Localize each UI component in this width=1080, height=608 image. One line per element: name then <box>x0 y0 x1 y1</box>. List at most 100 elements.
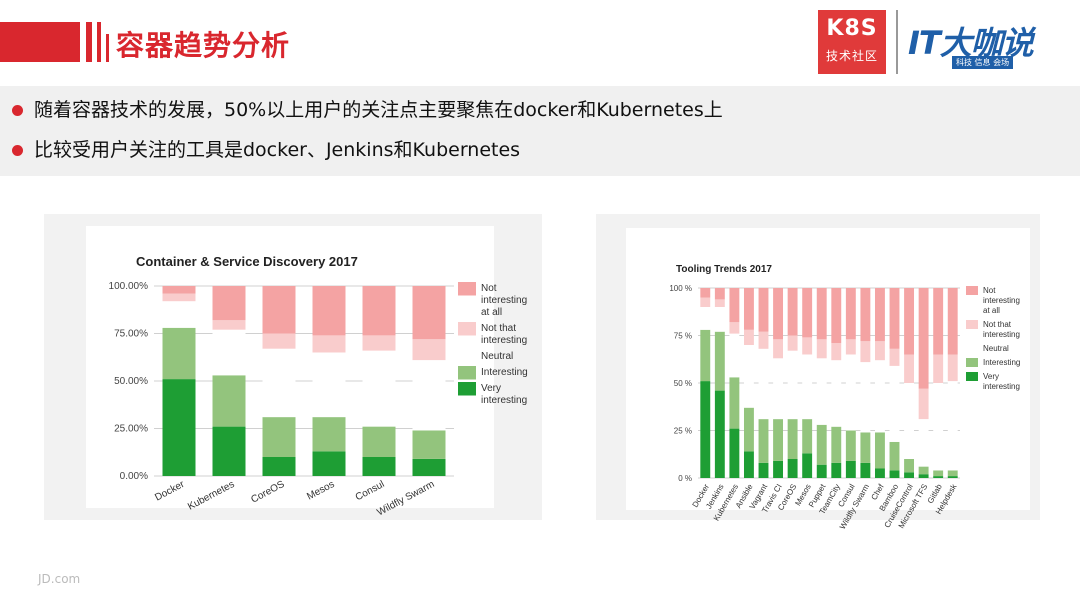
legend-swatch <box>966 286 978 295</box>
bar-segment <box>904 383 915 459</box>
bar-segment <box>889 365 900 442</box>
bar-segment <box>700 297 711 307</box>
bar-segment <box>773 339 784 359</box>
y-tick-label: 50 % <box>674 379 692 388</box>
bar-segment <box>918 419 929 467</box>
bar-segment <box>412 458 446 476</box>
bar-segment <box>874 341 885 361</box>
bar-segment <box>729 288 740 323</box>
chart-title: Tooling Trends 2017 <box>676 264 772 275</box>
legend-label: Interesting <box>983 358 1020 367</box>
y-tick-label: 100.00% <box>109 281 149 292</box>
bar-segment <box>860 362 871 433</box>
legend-label: Very interesting <box>983 372 1020 391</box>
bar-segment <box>412 286 446 340</box>
header-bar-strip <box>86 22 109 62</box>
bar-segment <box>860 462 871 478</box>
bar-segment <box>773 419 784 461</box>
legend-swatch <box>966 320 978 329</box>
bar-segment <box>860 288 871 342</box>
bar-segment <box>918 288 929 389</box>
bar-segment <box>933 476 944 478</box>
x-tick-label: Docker <box>153 479 187 504</box>
bar-segment <box>933 383 944 471</box>
legend-swatch <box>458 282 476 296</box>
bar-segment <box>162 327 196 380</box>
bar-segment <box>700 307 711 330</box>
header-red-bar <box>0 22 80 62</box>
legend-label: Not that interesting <box>983 320 1020 339</box>
bar-segment <box>212 329 246 376</box>
bar-segment <box>312 451 346 476</box>
bar-segment <box>845 430 856 461</box>
bar-segment <box>845 354 856 431</box>
legend-label: Not that interesting <box>481 323 527 346</box>
bar-segment <box>831 426 842 463</box>
bar-segment <box>816 339 827 359</box>
bar-segment <box>773 288 784 340</box>
k8s-logo-subtext: 技术社区 <box>825 49 878 63</box>
chart-panel-container-discovery: Container & Service Discovery 2017 0.00% 2… <box>44 214 542 520</box>
slide-header: 容器趋势分析 K8S 技术社区 IT大咖说 科技 信息 会场 <box>0 0 1080 82</box>
legend-label: Very interesting <box>481 383 527 406</box>
chart-canvas: Tooling Trends 2017 0 % 25 % 50 % 75 % 100 % D… <box>626 228 1030 531</box>
y-tick-label: 75 % <box>674 332 692 341</box>
bar-segment <box>947 476 958 478</box>
legend-swatch <box>458 382 476 396</box>
bar-segment <box>933 354 944 383</box>
legend-swatch <box>966 372 978 381</box>
bullet-item: 随着容器技术的发展，50%以上用户的关注点主要聚焦在docker和Kuberne… <box>0 96 1080 136</box>
bar-segment <box>162 301 196 328</box>
bar-segment <box>743 329 754 345</box>
bar-segment <box>714 331 725 391</box>
bar-segment <box>312 286 346 336</box>
bar-segment <box>889 288 900 349</box>
bullet-text: 比较受用户关注的工具是docker、Jenkins和Kubernetes <box>34 139 521 161</box>
bar-segment <box>714 390 725 478</box>
bar-segment <box>787 350 798 420</box>
bar-segment <box>262 457 296 476</box>
chart-title: Container & Service Discovery 2017 <box>136 254 358 269</box>
bar-segment <box>743 345 754 408</box>
bar-segment <box>816 424 827 465</box>
bar-segment <box>816 288 827 340</box>
bar-segment <box>918 474 929 478</box>
bar-segment <box>802 419 813 454</box>
y-tick-label: 75.00% <box>114 329 148 340</box>
bar-segment <box>312 335 346 353</box>
legend-label: Not interesting at all <box>983 286 1020 315</box>
y-tick-label: 25 % <box>674 427 692 436</box>
bar-segment <box>743 288 754 330</box>
bar-segment <box>262 417 296 457</box>
bar-segment <box>874 432 885 469</box>
bar-segment <box>802 337 813 355</box>
bar-segment <box>787 419 798 459</box>
bar-segment <box>831 288 842 344</box>
bullet-item: 比较受用户关注的工具是docker、Jenkins和Kubernetes <box>0 136 1080 176</box>
bar-segment <box>729 377 740 429</box>
bar-segment <box>947 288 958 355</box>
bar-segment <box>162 293 196 302</box>
bar-segment <box>714 299 725 307</box>
y-tick-label: 25.00% <box>114 424 148 435</box>
bar-segment <box>162 379 196 476</box>
bar-segment <box>918 466 929 475</box>
x-tick-label: Kubernetes <box>186 479 236 513</box>
bar-segment <box>816 358 827 425</box>
bar-segment <box>362 426 396 457</box>
bar-segment <box>743 407 754 452</box>
bar-segment <box>904 472 915 478</box>
it-logo-subtext: 科技 信息 会场 <box>952 56 1014 69</box>
bullet-list: 随着容器技术的发展，50%以上用户的关注点主要聚焦在docker和Kuberne… <box>0 86 1080 176</box>
k8s-logo: K8S 技术社区 <box>818 10 886 74</box>
bar-segment <box>904 288 915 355</box>
bar-segment <box>933 470 944 477</box>
bar-segment <box>802 288 813 338</box>
page-title: 容器趋势分析 <box>116 29 291 62</box>
bar-segment <box>758 348 769 420</box>
bar-segment <box>412 430 446 459</box>
bar-segment <box>212 286 246 321</box>
bar-segment <box>362 350 396 427</box>
bar-segment <box>947 354 958 382</box>
